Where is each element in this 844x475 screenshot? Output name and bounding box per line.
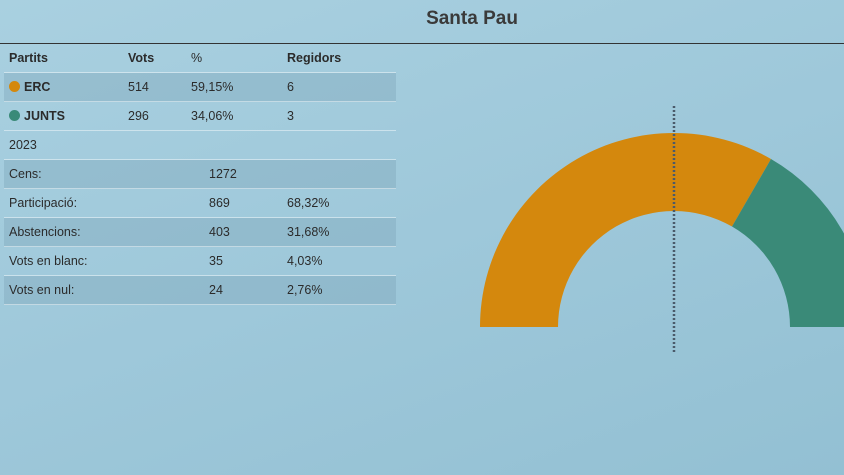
stat-row: Participació: 869 68,32% [4, 189, 396, 218]
party-row-erc: ERC 514 59,15% 6 [4, 73, 396, 102]
party-pct: 34,06% [191, 109, 234, 123]
header-pct: % [191, 51, 203, 65]
stat-pct: 2,76% [287, 283, 323, 297]
stat-row: Cens: 1272 [4, 160, 396, 189]
title-divider [0, 43, 844, 44]
party-votes: 514 [128, 80, 149, 94]
party-name: ERC [24, 80, 51, 94]
header-regidors: Regidors [287, 51, 342, 65]
year-label: 2023 [9, 138, 37, 152]
stat-row: Vots en nul: 24 2,76% [4, 276, 396, 305]
junts-color-dot [9, 110, 20, 121]
stat-pct: 31,68% [287, 225, 330, 239]
stat-label: Vots en blanc: [9, 254, 88, 268]
table-header: Partits Vots % Regidors [4, 44, 396, 73]
stat-pct: 68,32% [287, 196, 330, 210]
party-row-junts: JUNTS 296 34,06% 3 [4, 102, 396, 131]
stat-label: Abstencions: [9, 225, 81, 239]
seat-slice-junts [732, 158, 844, 327]
party-name: JUNTS [24, 109, 65, 123]
party-seats: 6 [287, 80, 294, 94]
stat-value: 24 [209, 283, 223, 297]
year-row: 2023 [4, 131, 396, 160]
results-table: Partits Vots % Regidors ERC 514 59,15% 6… [4, 44, 396, 305]
stat-label: Vots en nul: [9, 283, 75, 297]
party-votes: 296 [128, 109, 149, 123]
stat-value: 403 [209, 225, 230, 239]
stat-value: 869 [209, 196, 230, 210]
stat-pct: 4,03% [287, 254, 323, 268]
stat-row: Vots en blanc: 35 4,03% [4, 247, 396, 276]
party-seats: 3 [287, 109, 294, 123]
header-partits: Partits [9, 51, 48, 65]
stat-value: 35 [209, 254, 223, 268]
stat-label: Participació: [9, 196, 78, 210]
seat-slice-erc [480, 132, 771, 327]
stat-row: Abstencions: 403 31,68% [4, 218, 396, 247]
stat-value: 1272 [209, 167, 237, 181]
header-vots: Vots [128, 51, 155, 65]
erc-color-dot [9, 81, 20, 92]
party-pct: 59,15% [191, 80, 234, 94]
stat-label: Cens: [9, 167, 42, 181]
page-title: Santa Pau [426, 8, 518, 29]
